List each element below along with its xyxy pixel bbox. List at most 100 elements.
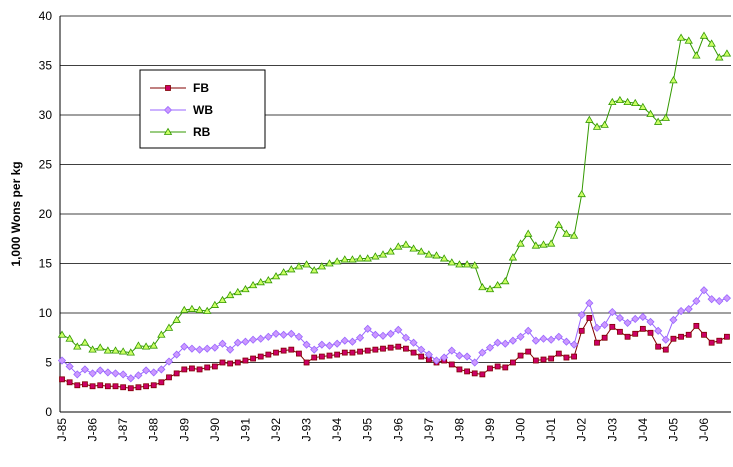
point [623, 318, 632, 327]
point [439, 254, 449, 262]
point [265, 351, 272, 358]
point [594, 339, 600, 346]
x-tick-label: J-95 [361, 418, 375, 442]
point [448, 361, 455, 368]
point [65, 334, 74, 342]
point [577, 189, 586, 198]
x-tick-label: J-87 [116, 418, 130, 442]
point [455, 351, 464, 360]
point [653, 117, 663, 125]
point [401, 333, 410, 342]
y-tick-label: 15 [39, 257, 53, 271]
point [310, 345, 319, 354]
point [80, 365, 89, 374]
point [273, 349, 279, 356]
point [195, 345, 204, 354]
point [271, 272, 281, 280]
point [332, 257, 342, 265]
point [104, 383, 111, 390]
point [608, 307, 617, 317]
point [378, 331, 388, 340]
point [210, 343, 219, 352]
point [149, 341, 158, 349]
point [378, 250, 388, 258]
point [485, 284, 495, 293]
point [693, 322, 700, 329]
point [288, 346, 295, 353]
point [464, 368, 470, 375]
point [364, 347, 371, 354]
point [348, 255, 357, 263]
point [57, 356, 67, 365]
point [646, 109, 655, 117]
x-tick-label: J-02 [575, 418, 589, 442]
point [226, 345, 235, 354]
point [494, 363, 501, 370]
point [141, 342, 151, 350]
point [271, 329, 281, 338]
point [539, 334, 548, 343]
point [233, 287, 242, 296]
point [440, 353, 449, 362]
point [210, 300, 220, 308]
point [311, 354, 318, 361]
point [609, 323, 616, 330]
point [340, 336, 349, 345]
y-tick-label: 35 [39, 59, 53, 73]
y-tick-label: 40 [39, 9, 53, 23]
point [333, 339, 342, 348]
point [684, 304, 693, 314]
point [456, 366, 463, 373]
point [662, 346, 669, 353]
point [661, 113, 670, 121]
point [287, 265, 296, 273]
point [654, 326, 663, 335]
x-tick-label: J-01 [544, 418, 558, 442]
point [646, 317, 655, 326]
x-tick-label: J-97 [422, 418, 436, 442]
point [540, 356, 547, 363]
point [669, 315, 678, 324]
x-tick-label: J-93 [300, 418, 314, 442]
point [172, 315, 181, 323]
point [371, 252, 380, 260]
point [242, 357, 249, 364]
point [250, 355, 256, 362]
point [424, 350, 433, 359]
point [685, 331, 692, 338]
point [294, 332, 303, 341]
point [349, 349, 356, 356]
point [592, 323, 602, 332]
point [403, 345, 409, 352]
point [180, 342, 189, 351]
point [279, 268, 288, 276]
point [386, 329, 395, 338]
point [676, 33, 686, 41]
point [463, 352, 472, 361]
point [57, 330, 67, 338]
y-tick-label: 0 [45, 405, 52, 419]
point [317, 262, 327, 270]
point [631, 98, 640, 107]
point [279, 330, 288, 339]
point [531, 241, 541, 249]
y-tick-label: 30 [39, 108, 53, 122]
point [303, 359, 310, 366]
point [59, 376, 65, 383]
point [471, 370, 478, 377]
x-tick-label: J-00 [514, 418, 528, 442]
point [684, 36, 693, 44]
x-tick-label: J-88 [147, 418, 161, 442]
series-line [61, 316, 728, 389]
point [249, 335, 258, 344]
point [355, 254, 365, 262]
point [501, 277, 510, 285]
point [363, 324, 372, 333]
point [103, 368, 112, 377]
point [502, 364, 509, 371]
point [88, 369, 97, 378]
point [73, 370, 82, 379]
point [157, 365, 166, 374]
point [715, 53, 724, 61]
point [65, 362, 74, 371]
